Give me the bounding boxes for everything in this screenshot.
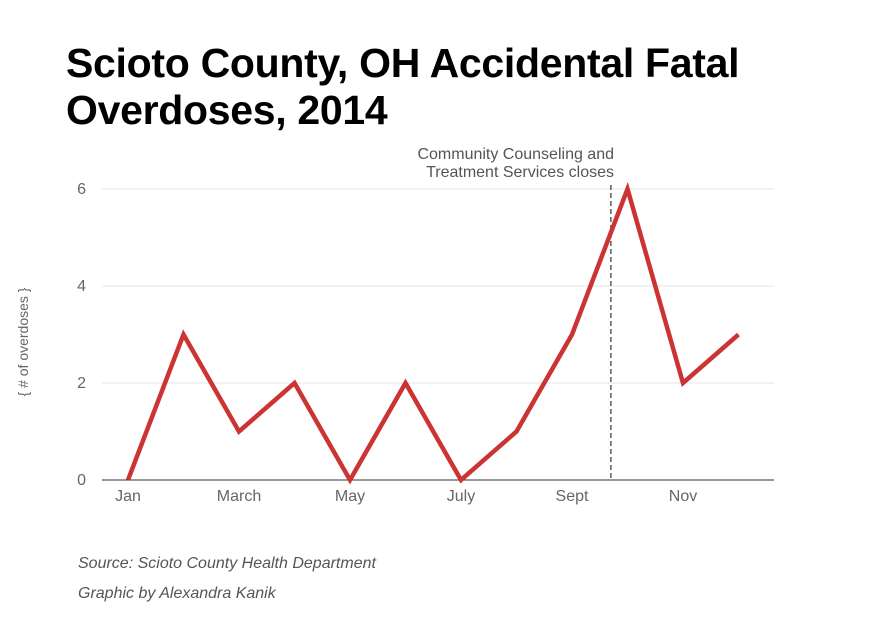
y-axis-ticks: 0 2 4 6 <box>77 181 86 489</box>
gridlines <box>102 188 774 384</box>
x-tick-label-jan: Jan <box>115 488 141 505</box>
source-note: Source: Scioto County Health Department <box>78 555 376 572</box>
chart-title: Scioto County, OH Accidental Fatal Overd… <box>66 40 740 133</box>
x-tick-label-sept: Sept <box>556 488 589 505</box>
y-tick-label-0: 0 <box>77 472 86 489</box>
series-layer <box>125 181 740 485</box>
series-line-1 <box>125 181 740 485</box>
annotation-text-line-1: Community Counseling and <box>417 146 614 163</box>
y-tick-label-2: 2 <box>77 375 86 392</box>
x-tick-label-july: July <box>447 488 475 505</box>
x-axis-ticks: Jan March May July Sept Nov <box>115 488 697 505</box>
annotation-text-line-2: Treatment Services closes <box>426 164 614 181</box>
y-tick-label-4: 4 <box>77 278 86 295</box>
x-tick-label-march: March <box>217 488 261 505</box>
credit-note: Graphic by Alexandra Kanik <box>78 585 276 602</box>
x-tick-label-may: May <box>335 488 365 505</box>
y-tick-label-6: 6 <box>77 181 86 198</box>
x-tick-label-nov: Nov <box>669 488 697 505</box>
